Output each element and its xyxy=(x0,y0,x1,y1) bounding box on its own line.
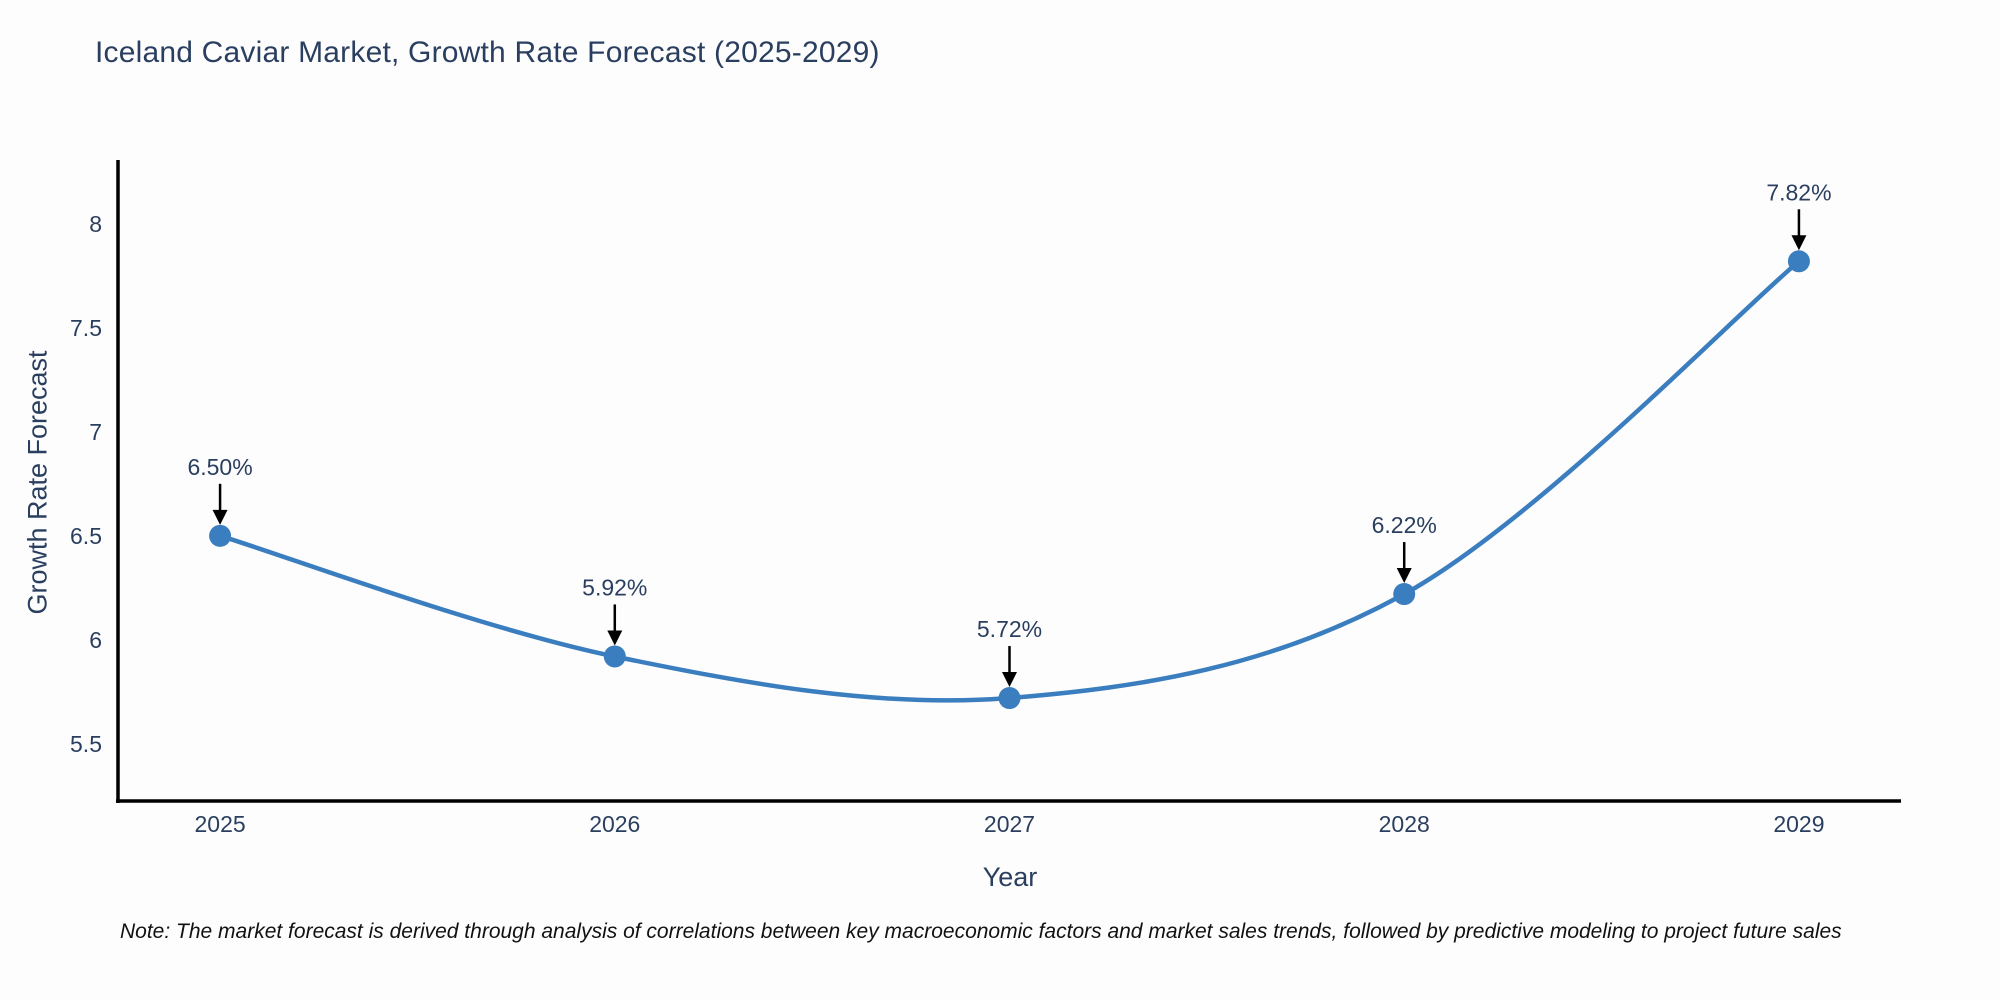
annotation-label: 6.22% xyxy=(1372,512,1437,538)
y-tick-label: 6 xyxy=(89,627,102,653)
data-point[interactable] xyxy=(1787,250,1810,273)
footnote: Note: The market forecast is derived thr… xyxy=(120,920,1842,943)
x-tick-label: 2028 xyxy=(1379,811,1430,837)
annotation-arrow-head xyxy=(1002,672,1017,688)
x-axis-title: Year xyxy=(982,862,1038,892)
annotation-label: 5.72% xyxy=(977,616,1042,642)
annotation-label: 5.92% xyxy=(582,574,647,600)
x-tick-label: 2027 xyxy=(984,811,1035,837)
x-tick-label: 2025 xyxy=(194,811,245,837)
annotation-arrow-head xyxy=(1791,235,1807,251)
data-point[interactable] xyxy=(603,645,626,668)
annotation-label: 7.82% xyxy=(1766,179,1831,205)
y-tick-label: 8 xyxy=(89,211,102,237)
data-point[interactable] xyxy=(209,524,232,547)
data-point[interactable] xyxy=(1393,583,1416,606)
data-point[interactable] xyxy=(998,687,1021,710)
annotation-label: 6.50% xyxy=(187,454,252,480)
annotation-arrow-head xyxy=(212,509,228,525)
y-tick-label: 7 xyxy=(89,419,102,445)
y-tick-label: 6.5 xyxy=(70,523,102,549)
x-tick-label: 2026 xyxy=(589,811,640,837)
chart-title: Iceland Caviar Market, Growth Rate Forec… xyxy=(95,36,880,69)
y-tick-label: 7.5 xyxy=(70,315,102,341)
y-axis-title: Growth Rate Forecast xyxy=(22,350,53,615)
y-tick-label: 5.5 xyxy=(70,731,102,757)
annotation-arrow-head xyxy=(1396,568,1412,584)
x-tick-label: 2029 xyxy=(1773,811,1824,837)
annotation-arrow-head xyxy=(607,630,623,646)
